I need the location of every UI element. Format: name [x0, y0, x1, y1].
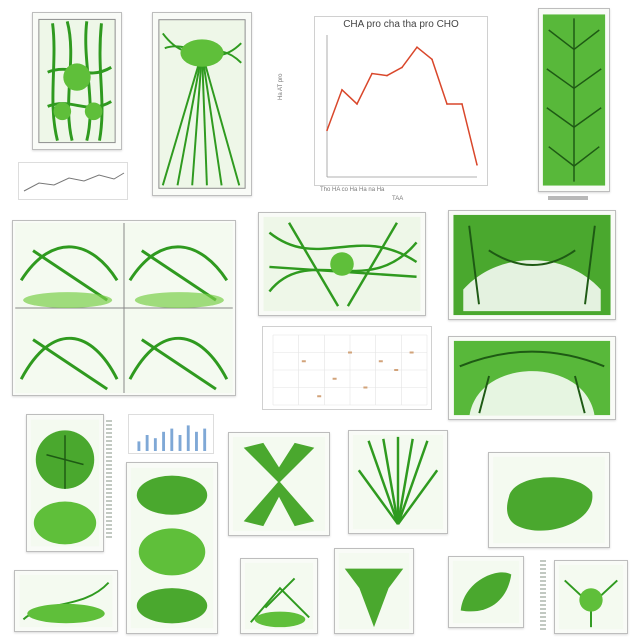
arch-illustration [453, 340, 611, 416]
vine-illustration-left [19, 574, 113, 628]
scatter-point [378, 360, 383, 363]
tree-panel-center [240, 558, 318, 634]
plant-fan-panel [152, 12, 252, 196]
scatter-point [317, 395, 322, 398]
scatter-point [394, 369, 399, 371]
side-text-bush-left [106, 420, 112, 540]
x-shape-panel [228, 432, 330, 536]
tree-illustration-right [558, 564, 624, 630]
bar [186, 425, 190, 451]
mini-bar-chart [128, 414, 214, 454]
bar [178, 435, 182, 451]
mini-line-graph [23, 172, 125, 192]
vine-panel-left [14, 570, 118, 632]
bush-panel-left [26, 414, 104, 552]
scatter-point [332, 377, 337, 380]
x-shape-illustration [232, 436, 326, 532]
grass-panel [348, 430, 448, 534]
grass-illustration [352, 434, 444, 530]
bar [145, 435, 149, 451]
tree-panel-right [554, 560, 628, 634]
bush-panel-center [126, 462, 218, 634]
scatter-point [301, 360, 306, 363]
plant-roots-panel [32, 12, 122, 150]
chart-title: CHA pro cha tha pro CHO [343, 19, 459, 30]
leaf-panel-caption [548, 196, 588, 200]
scatter-chart [262, 326, 432, 410]
vine-panel-center [334, 548, 414, 634]
data-point [416, 46, 418, 48]
bar [153, 438, 157, 451]
chart-x-subcaption: TAA [392, 196, 404, 202]
data-point [326, 129, 328, 132]
data-point [431, 58, 433, 61]
bar [203, 428, 207, 451]
data-point [476, 164, 478, 166]
series-line [326, 46, 478, 166]
network-panel-left [12, 220, 236, 396]
mini-line-chart [18, 162, 128, 200]
network-panel-center [258, 212, 426, 316]
bar [162, 431, 166, 451]
scatter-plot [272, 334, 428, 406]
canopy-panel-top [448, 210, 616, 320]
network-illustration-left [15, 222, 233, 394]
scatter-point [348, 351, 352, 354]
leaf-texture-illustration [542, 14, 606, 186]
scatter-point [363, 386, 368, 389]
data-point [356, 103, 358, 105]
data-point [446, 103, 448, 105]
bar [137, 441, 141, 451]
bar-plot [137, 425, 207, 451]
data-point [371, 72, 373, 75]
data-point [401, 66, 403, 69]
leaf-texture-panel [538, 8, 610, 192]
side-text-right [540, 560, 546, 630]
blob-illustration [493, 456, 605, 544]
data-point [341, 88, 343, 91]
chart-x-caption: Tho HA co Ha Ha na Ha [320, 187, 385, 193]
scatter-point [409, 351, 414, 354]
plant-fan-illustration [158, 19, 246, 189]
data-point [386, 74, 388, 77]
network-illustration-center [263, 216, 421, 312]
leaf-illustration-bottom [452, 560, 520, 624]
leaf-panel-bottom [448, 556, 524, 628]
bush-illustration-center [130, 467, 214, 629]
chart-y-caption: Ha AT pro [278, 73, 284, 100]
arch-panel [448, 336, 616, 420]
vine-illustration-center [338, 552, 410, 630]
tree-illustration-center [244, 562, 314, 630]
canopy-illustration-top [453, 214, 611, 316]
line-chart-plot [326, 35, 478, 178]
line-chart: CHA pro cha tha pro CHO [314, 16, 488, 186]
blob-panel [488, 452, 610, 548]
plant-roots-illustration [38, 18, 116, 144]
bush-illustration-left [30, 419, 100, 547]
bar [195, 431, 198, 451]
data-point [461, 103, 463, 105]
bar [170, 428, 174, 451]
